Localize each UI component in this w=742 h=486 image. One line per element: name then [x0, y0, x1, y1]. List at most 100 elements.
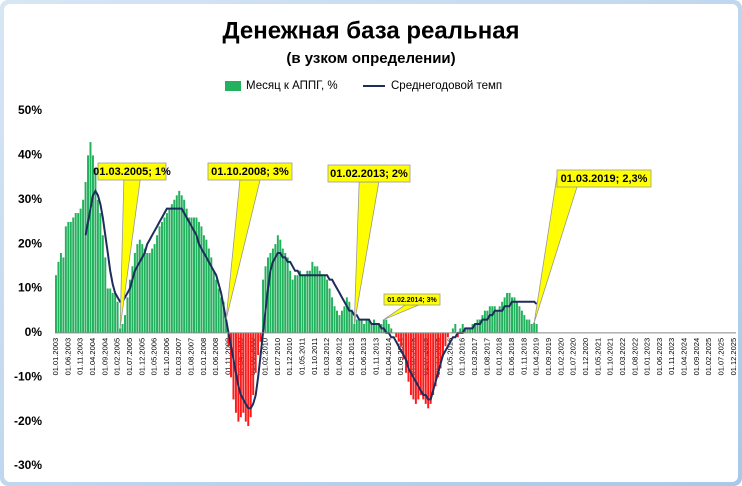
x-tick-label: 01.11.2023: [667, 338, 676, 375]
bar: [215, 279, 218, 333]
x-tick-label: 01.07.2025: [717, 338, 726, 376]
bar: [274, 244, 277, 333]
bar: [163, 217, 166, 333]
bar: [301, 275, 304, 333]
bar: [419, 332, 422, 395]
bar: [264, 266, 267, 333]
bar: [459, 328, 462, 333]
panel: [4, 4, 738, 482]
bar: [407, 332, 410, 382]
bar: [222, 301, 225, 333]
x-tick-label: 01.09.2024: [692, 338, 701, 376]
bar: [535, 324, 538, 333]
bar: [503, 297, 506, 333]
x-tick-label: 01.05.2006: [150, 338, 159, 376]
bar: [498, 306, 501, 333]
bar: [316, 266, 319, 333]
bar: [294, 275, 297, 333]
bar: [96, 199, 99, 333]
bar: [101, 235, 104, 333]
bar: [156, 235, 159, 333]
bar: [520, 310, 523, 333]
bar: [87, 155, 90, 333]
bar: [126, 297, 129, 333]
bar: [79, 208, 82, 333]
bar: [72, 217, 75, 333]
bar: [412, 332, 415, 400]
bar: [488, 306, 491, 333]
bar: [165, 213, 168, 333]
bar: [143, 248, 146, 333]
bar: [523, 315, 526, 333]
bar: [185, 208, 188, 333]
bar: [175, 195, 178, 333]
bar: [333, 306, 336, 333]
bar: [454, 324, 457, 333]
bar: [501, 301, 504, 333]
x-tick-label: 01.03.2017: [470, 338, 479, 376]
bar: [525, 319, 528, 333]
bar: [239, 332, 242, 418]
bar: [466, 328, 469, 333]
bar: [515, 301, 518, 333]
x-tick-label: 01.10.2016: [458, 338, 467, 376]
bar: [318, 270, 321, 333]
bar: [69, 221, 72, 333]
bar: [348, 301, 351, 333]
bar: [124, 315, 126, 333]
bar: [220, 297, 223, 333]
bar: [353, 324, 356, 333]
x-tick-label: 01.05.2011: [297, 338, 306, 375]
x-tick-label: 01.06.2003: [63, 338, 72, 376]
bar: [442, 332, 444, 356]
bar: [481, 315, 484, 333]
bar: [355, 319, 358, 333]
bar: [286, 257, 289, 333]
bar: [242, 332, 245, 413]
bar: [338, 315, 341, 333]
x-tick-label: 01.08.2017: [482, 338, 491, 376]
bar: [291, 279, 294, 333]
bar: [326, 279, 329, 333]
bar: [382, 319, 385, 333]
bar: [55, 275, 57, 333]
bar: [136, 244, 139, 333]
x-tick-label: 01.12.2025: [729, 338, 738, 376]
callout-label: 01.10.2008; 3%: [211, 166, 289, 178]
bar: [230, 332, 232, 378]
bar: [496, 310, 499, 333]
x-tick-label: 01.06.2013: [359, 338, 368, 376]
bar: [306, 270, 309, 333]
bar: [414, 332, 417, 404]
bar: [104, 257, 107, 333]
bar: [180, 195, 183, 333]
x-tick-label: 01.08.2012: [334, 338, 343, 376]
bar: [116, 301, 119, 333]
bar: [296, 275, 299, 333]
callout-box: [97, 162, 167, 181]
bar: [276, 235, 279, 333]
bar: [190, 217, 193, 333]
y-tick-label: -20%: [14, 414, 42, 428]
bar: [262, 279, 265, 333]
bar: [493, 306, 496, 333]
bar: [119, 328, 122, 333]
bar: [133, 253, 136, 333]
x-tick-label: 01.03.2012: [322, 338, 331, 376]
x-tick-label: 01.06.2023: [655, 338, 664, 376]
x-tick-label: 01.01.2023: [643, 338, 652, 376]
legend-swatch: [225, 81, 241, 91]
bar: [323, 275, 326, 333]
bar: [121, 324, 124, 333]
bar: [483, 310, 486, 333]
bar: [111, 292, 114, 333]
y-tick-label: 10%: [18, 281, 42, 295]
x-tick-label: 01.12.2020: [581, 338, 590, 376]
y-tick-label: 30%: [18, 192, 42, 206]
x-tick-label: 01.09.2014: [396, 338, 405, 376]
bar: [409, 332, 412, 395]
bar: [289, 270, 292, 333]
x-tick-label: 01.03.2007: [174, 338, 183, 376]
bar: [427, 332, 430, 409]
